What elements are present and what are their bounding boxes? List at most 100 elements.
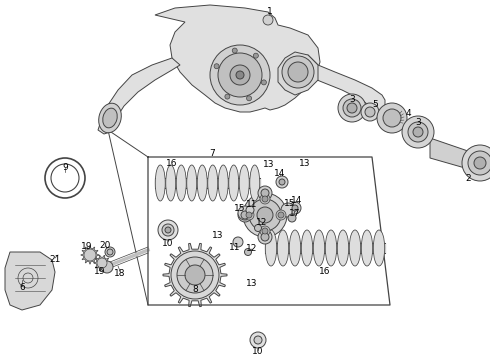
Polygon shape [278,52,318,95]
Text: 14: 14 [274,168,286,177]
Circle shape [162,224,174,236]
Text: 13: 13 [246,279,258,288]
Ellipse shape [197,165,207,201]
Ellipse shape [239,165,249,201]
Circle shape [262,196,268,202]
Circle shape [246,96,251,101]
Circle shape [236,71,244,79]
Circle shape [230,65,250,85]
Text: 13: 13 [263,159,275,168]
Ellipse shape [103,108,117,128]
Circle shape [165,227,171,233]
Circle shape [338,94,366,122]
Circle shape [261,189,269,197]
Text: 19: 19 [81,242,93,251]
Text: 10: 10 [162,239,174,248]
Ellipse shape [187,165,197,201]
Ellipse shape [208,165,218,201]
Circle shape [279,179,285,185]
Circle shape [246,212,252,218]
Circle shape [101,261,113,273]
Circle shape [292,205,298,211]
Circle shape [245,248,251,256]
Polygon shape [5,252,55,310]
Circle shape [276,210,286,220]
Circle shape [97,258,107,268]
Circle shape [254,225,262,231]
Polygon shape [155,5,320,112]
Text: 19: 19 [94,267,106,276]
Circle shape [105,247,115,257]
Circle shape [288,62,308,82]
Ellipse shape [98,103,122,133]
Circle shape [257,207,273,223]
Circle shape [243,193,287,237]
Text: 16: 16 [319,267,331,276]
Circle shape [253,53,258,58]
Text: 2: 2 [465,174,471,183]
Circle shape [365,107,375,117]
Circle shape [171,251,219,299]
Circle shape [261,233,269,241]
Text: 20: 20 [99,240,111,249]
Ellipse shape [250,165,260,201]
Polygon shape [81,246,99,264]
Circle shape [263,15,273,25]
Circle shape [246,206,254,214]
Text: 4: 4 [405,108,411,117]
Text: 13: 13 [212,230,224,239]
Text: 3: 3 [349,95,355,104]
Circle shape [158,220,178,240]
Ellipse shape [337,230,349,266]
Ellipse shape [301,230,313,266]
Circle shape [261,80,267,85]
Circle shape [289,202,301,214]
Text: 3: 3 [415,117,421,126]
Ellipse shape [166,165,176,201]
Circle shape [413,127,423,137]
Ellipse shape [325,230,337,266]
Circle shape [347,103,357,113]
Circle shape [377,103,407,133]
Ellipse shape [313,230,325,266]
Ellipse shape [176,165,186,201]
Text: 11: 11 [229,243,241,252]
Ellipse shape [277,230,289,266]
Circle shape [462,145,490,181]
Text: 7: 7 [209,149,215,158]
Circle shape [241,211,249,219]
Circle shape [276,176,288,188]
Circle shape [281,203,295,217]
Circle shape [185,265,205,285]
Polygon shape [94,255,110,271]
Text: 14: 14 [292,195,303,204]
Circle shape [250,332,266,348]
Circle shape [361,103,379,121]
Circle shape [210,45,270,105]
Text: 9: 9 [62,162,68,171]
Text: 15: 15 [284,198,296,207]
Text: 11: 11 [246,199,258,208]
Text: 6: 6 [19,283,25,292]
Text: 13: 13 [299,158,311,167]
Ellipse shape [229,165,239,201]
Circle shape [260,194,270,204]
Circle shape [383,109,401,127]
Ellipse shape [218,165,228,201]
Circle shape [225,94,230,99]
Circle shape [233,237,243,247]
Circle shape [232,48,237,53]
Circle shape [282,56,314,88]
Circle shape [249,199,281,231]
Circle shape [84,249,96,261]
Circle shape [244,210,254,220]
Text: 10: 10 [252,347,264,356]
Ellipse shape [289,230,301,266]
Text: 17: 17 [289,208,301,217]
Ellipse shape [373,230,385,266]
Text: 1: 1 [267,6,273,15]
Circle shape [474,157,486,169]
Circle shape [258,186,272,200]
Text: 5: 5 [372,99,378,108]
Polygon shape [163,243,227,307]
